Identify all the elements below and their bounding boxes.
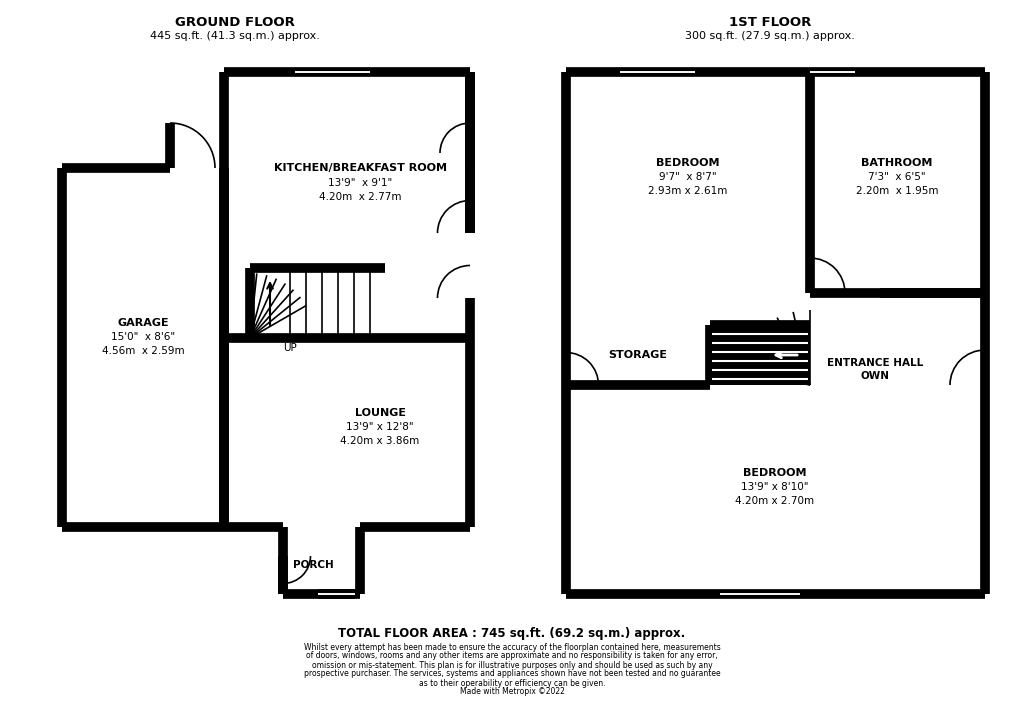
Text: BATHROOM: BATHROOM <box>861 158 933 168</box>
Text: 9'7"  x 8'7": 9'7" x 8'7" <box>659 172 717 182</box>
Text: 2.20m  x 1.95m: 2.20m x 1.95m <box>856 186 938 196</box>
Text: ENTRANCE HALL: ENTRANCE HALL <box>826 358 923 368</box>
Text: GARAGE: GARAGE <box>117 318 169 328</box>
Text: prospective purchaser. The services, systems and appliances shown have not been : prospective purchaser. The services, sys… <box>304 669 720 678</box>
Text: 15'0"  x 8'6": 15'0" x 8'6" <box>111 332 175 342</box>
Text: 13'9" x 8'10": 13'9" x 8'10" <box>741 482 809 492</box>
Text: omission or mis-statement. This plan is for illustrative purposes only and shoul: omission or mis-statement. This plan is … <box>311 661 713 669</box>
Text: 13'9"  x 9'1": 13'9" x 9'1" <box>328 178 392 188</box>
Text: 13'9" x 12'8": 13'9" x 12'8" <box>346 422 414 432</box>
Text: UP: UP <box>283 343 297 353</box>
Text: GROUND FLOOR: GROUND FLOOR <box>175 17 295 30</box>
Text: 4.20m x 2.70m: 4.20m x 2.70m <box>735 496 814 506</box>
Text: 1ST FLOOR: 1ST FLOOR <box>729 17 811 30</box>
Text: 445 sq.ft. (41.3 sq.m.) approx.: 445 sq.ft. (41.3 sq.m.) approx. <box>151 31 319 41</box>
Bar <box>710 325 810 385</box>
Text: OWN: OWN <box>860 371 890 381</box>
Text: 7'3"  x 6'5": 7'3" x 6'5" <box>868 172 926 182</box>
Text: 2.93m x 2.61m: 2.93m x 2.61m <box>648 186 728 196</box>
Text: PORCH: PORCH <box>293 560 334 570</box>
Text: 4.56m  x 2.59m: 4.56m x 2.59m <box>101 346 184 356</box>
Text: BEDROOM: BEDROOM <box>743 468 807 478</box>
Text: as to their operability or efficiency can be given.: as to their operability or efficiency ca… <box>419 678 605 688</box>
Text: Whilst every attempt has been made to ensure the accuracy of the floorplan conta: Whilst every attempt has been made to en… <box>304 643 720 651</box>
Text: 300 sq.ft. (27.9 sq.m.) approx.: 300 sq.ft. (27.9 sq.m.) approx. <box>685 31 855 41</box>
Text: 4.20m x 3.86m: 4.20m x 3.86m <box>340 436 420 446</box>
Text: KITCHEN/BREAKFAST ROOM: KITCHEN/BREAKFAST ROOM <box>273 163 446 173</box>
Text: STORAGE: STORAGE <box>608 350 668 360</box>
Text: of doors, windows, rooms and any other items are approximate and no responsibili: of doors, windows, rooms and any other i… <box>306 651 718 661</box>
Text: BEDROOM: BEDROOM <box>656 158 720 168</box>
Text: 4.20m  x 2.77m: 4.20m x 2.77m <box>318 192 401 202</box>
Text: TOTAL FLOOR AREA : 745 sq.ft. (69.2 sq.m.) approx.: TOTAL FLOOR AREA : 745 sq.ft. (69.2 sq.m… <box>338 627 686 640</box>
Text: LOUNGE: LOUNGE <box>354 408 406 418</box>
Text: Made with Metropix ©2022: Made with Metropix ©2022 <box>460 688 564 696</box>
